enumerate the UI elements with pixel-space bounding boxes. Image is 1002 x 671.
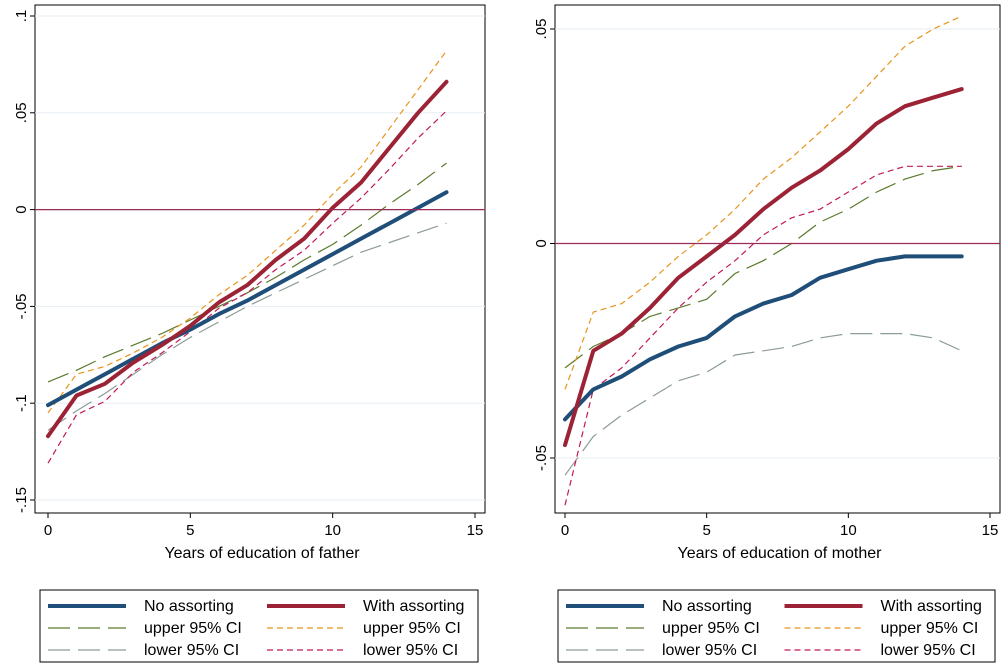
legend-label: upper 95% CI [363,620,461,637]
y-tick-label: 0 [13,205,30,213]
y-tick-label: .05 [13,102,30,123]
legend-box [39,589,479,663]
legend: No assorting With assorting upper 95% CI up… [39,589,479,663]
x-tick-label: 15 [467,522,484,539]
legend-label: With assorting [363,598,464,615]
legend-label: lower 95% CI [144,642,239,659]
legend-label: lower 95% CI [662,642,757,659]
series-line-2 [46,79,449,439]
series-line-3 [564,165,962,369]
x-tick-label: 15 [982,522,999,539]
x-axis-title: Years of education of father [164,545,360,562]
chart-panel-1: -.15 -.1 -.05 0 .05 .1 0 5 10 15 Years of educatio… [13,4,486,663]
legend-label: upper 95% CI [662,620,760,637]
legend: No assorting With assorting upper 95% CI up… [557,589,996,663]
plot-area [554,4,1001,514]
y-tick-label: 0 [533,239,550,247]
series-line-4 [564,15,962,390]
legend-label: upper 95% CI [144,620,242,637]
legend-label: With assorting [881,598,982,615]
series-line-2 [563,87,964,448]
series-line-5 [47,222,447,431]
legend-label: lower 95% CI [881,642,976,659]
y-tick-label: -.15 [13,487,30,513]
x-tick-label: 5 [186,522,194,539]
x-tick-label: 0 [44,522,52,539]
y-tick-label: -.05 [13,293,30,319]
legend-label: No assorting [144,598,234,615]
plot-area [34,4,486,514]
series-line-1 [563,254,964,422]
x-tick-label: 10 [324,522,341,539]
x-tick-label: 5 [702,522,710,539]
legend-label: No assorting [662,598,752,615]
series-line-5 [564,333,962,476]
legend-label: lower 95% CI [363,642,458,659]
legend-label: upper 95% CI [881,620,979,637]
series-line-6 [47,110,447,464]
x-tick-label: 10 [840,522,857,539]
y-tick-label: .05 [533,19,550,40]
x-tick-label: 0 [561,522,569,539]
y-tick-label: -.1 [13,394,30,412]
x-axis-title: Years of education of mother [678,545,883,562]
series-line-3 [47,162,447,383]
y-tick-label: .1 [13,10,30,23]
series-line-1 [46,190,449,408]
y-tick-label: -.05 [533,445,550,471]
chart-panel-2: -.05 0 .05 0 5 10 15 Years of education of moth… [533,4,1001,663]
